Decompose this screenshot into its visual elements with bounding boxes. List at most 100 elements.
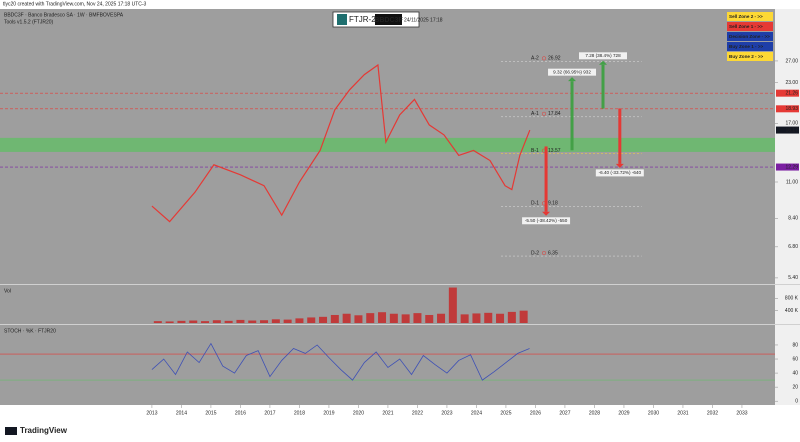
- volume-bar: [165, 321, 174, 323]
- fib-name: D-2: [531, 250, 539, 256]
- footer-bg: [0, 420, 800, 442]
- volume-bar: [496, 313, 505, 323]
- last-price-label: 16.17: [785, 127, 798, 133]
- pane-title: Vol: [4, 288, 11, 294]
- volume-bar: [437, 313, 446, 323]
- y-tick-label: 23.00: [785, 80, 798, 86]
- zone-legend-box: [727, 32, 773, 41]
- projection-arrowhead: [568, 77, 577, 82]
- volume-bar: [201, 321, 210, 323]
- fib-marker: [541, 251, 547, 256]
- x-tick-label: 2023: [441, 410, 452, 416]
- x-tick-label: 2024: [471, 410, 482, 416]
- projection-label: 9.32 (66.95%) 932: [553, 69, 591, 74]
- indicator-legend: Tools v1.5.2 (FTJR20): [4, 19, 54, 25]
- volume-bar: [378, 312, 387, 323]
- projection-arrow: [601, 64, 605, 109]
- volume-bar: [153, 321, 162, 323]
- badge-indicator: FTJR-20: [349, 15, 381, 24]
- projection-arrow: [570, 81, 574, 151]
- x-tick-label: 2028: [589, 410, 600, 416]
- x-tick-label: 2015: [205, 410, 216, 416]
- volume-pane: [0, 285, 775, 324]
- x-tick-label: 2025: [500, 410, 511, 416]
- fib-value: 13.57: [548, 148, 561, 154]
- x-tick-label: 2026: [530, 410, 541, 416]
- x-tick-label: 2016: [235, 410, 246, 416]
- x-tick-label: 2020: [353, 410, 364, 416]
- volume-bar: [295, 318, 304, 323]
- projection-arrowhead: [615, 163, 624, 168]
- x-tick-label: 2017: [264, 410, 275, 416]
- fib-value: 26.92: [548, 56, 561, 62]
- volume-bar: [484, 312, 493, 323]
- level-tag-label: 21.26: [785, 90, 798, 96]
- footer-brand: TradingView: [20, 426, 68, 435]
- x-tick-label: 2033: [736, 410, 747, 416]
- volume-bar: [177, 320, 186, 323]
- zone-legend-label: Buy Zone 2 - >>: [729, 54, 764, 59]
- projection-label-bg: [579, 52, 628, 60]
- volume-bar: [224, 320, 233, 323]
- volume-bar: [354, 315, 363, 323]
- oscillator-pane: [0, 325, 775, 405]
- volume-bar: [519, 310, 528, 323]
- projection-arrow: [618, 108, 622, 164]
- header-note: tlyc20 created with TradingView.com, Nov…: [3, 1, 147, 7]
- y-tick-label: 60: [792, 356, 798, 362]
- volume-bar: [425, 314, 434, 323]
- fib-marker: [541, 111, 547, 116]
- badge: FTJR-20 BBDC3F 24/11/2025 17:18: [332, 11, 443, 28]
- level-tag: [776, 105, 799, 113]
- volume-bar: [366, 313, 375, 323]
- last-price-tag: [776, 126, 799, 134]
- y-tick-label: 17.00: [785, 121, 798, 127]
- x-tick-label: 2031: [677, 410, 688, 416]
- zone-legend-label: Decision Zone - >>: [729, 34, 770, 39]
- y-tick-label: 8.40: [788, 216, 798, 222]
- y-tick-label: 6.80: [788, 244, 798, 250]
- y-tick-label: 27.00: [785, 58, 798, 64]
- fib-name: A-1: [531, 111, 539, 117]
- badge-ticker-bg: [375, 14, 402, 25]
- y-tick-label: 5.40: [788, 275, 798, 281]
- volume-bar: [448, 287, 457, 323]
- y-tick-label: 40: [792, 370, 798, 376]
- projection-label-bg: [595, 169, 644, 177]
- footer-logo: [5, 427, 17, 435]
- badge-datetime: 24/11/2025 17:18: [404, 17, 443, 23]
- x-tick-label: 2013: [146, 410, 157, 416]
- pane-title: STOCH · %K · FTJR20: [4, 328, 56, 334]
- level-tag-label: 18.93: [785, 106, 798, 112]
- fib-name: B-1: [531, 148, 539, 154]
- green-zone: [0, 137, 775, 152]
- x-tick-label: 2018: [294, 410, 305, 416]
- fib-value: 6.35: [548, 250, 558, 256]
- fib-name: A-2: [531, 56, 539, 62]
- volume-bar: [307, 317, 316, 323]
- volume-bar: [189, 320, 198, 323]
- badge-logo: [337, 14, 347, 25]
- fib-marker: [541, 56, 547, 61]
- x-tick-label: 2030: [648, 410, 659, 416]
- projection-label: -6.40 (-33.72%) -640: [599, 170, 642, 175]
- x-tick-label: 2032: [707, 410, 718, 416]
- fib-value: 17.84: [548, 111, 561, 117]
- series-line: [151, 342, 530, 381]
- volume-bar: [271, 319, 280, 323]
- volume-bar: [342, 313, 351, 323]
- x-tick-label: 2027: [559, 410, 570, 416]
- volume-bar: [212, 320, 221, 323]
- zone-legend-box: [727, 12, 773, 21]
- projection-arrowhead: [542, 211, 551, 216]
- volume-bar: [507, 311, 516, 323]
- badge-ticker: BBDC3F: [374, 17, 403, 24]
- volume-bar: [260, 320, 269, 323]
- y-tick-label: 80: [792, 342, 798, 348]
- series-line: [151, 63, 531, 223]
- projection-arrow: [544, 146, 548, 212]
- projection-arrowhead: [599, 60, 608, 65]
- x-tick-label: 2019: [323, 410, 334, 416]
- y-tick-label: 400 K: [785, 308, 799, 314]
